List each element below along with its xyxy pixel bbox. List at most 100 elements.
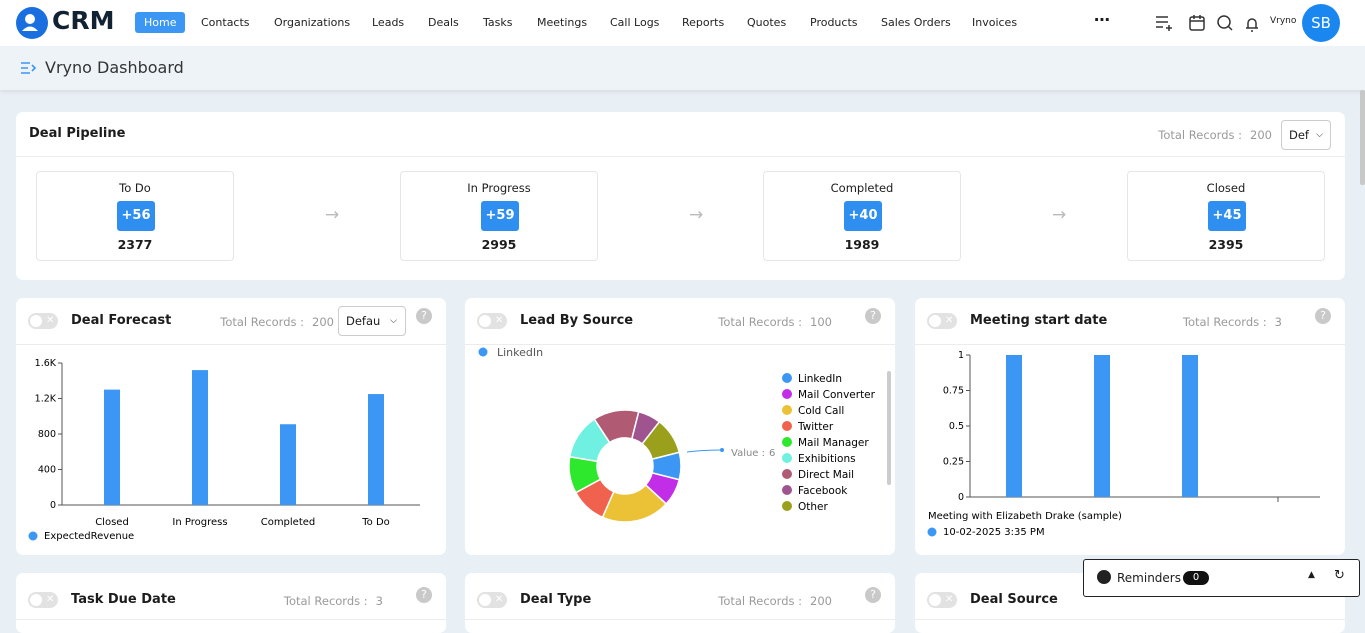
select[interactable]: Def ⌵ <box>1281 120 1331 150</box>
caret: ⌵ <box>390 316 397 326</box>
nav-item[interactable]: Tasks <box>483 16 513 29</box>
stage-box[interactable]: To Do +56 2377 <box>36 171 234 261</box>
nav-item[interactable]: Leads <box>372 16 405 29</box>
nav-item[interactable]: Sales Orders <box>881 16 951 29</box>
divider <box>16 156 1345 157</box>
select[interactable]: Defau ⌵ <box>338 306 406 336</box>
legend-label: Facebook <box>798 485 848 497</box>
stage-name: Closed <box>1206 181 1246 195</box>
stage-box[interactable]: Completed +40 1989 <box>763 171 961 261</box>
total-label: Total Records : <box>718 594 803 608</box>
legend-label: 10-02-2025 3:35 PM <box>943 527 1045 538</box>
nav-item[interactable]: Invoices <box>972 16 1018 29</box>
nav-item[interactable]: Deals <box>428 16 459 29</box>
stage-count: 2377 <box>117 237 153 252</box>
total-records: Total Records : 200 <box>718 594 832 608</box>
logo-icon <box>16 7 48 39</box>
divider <box>16 344 446 345</box>
x-tick-label: Completed <box>261 517 316 528</box>
help-icon[interactable]: ? <box>416 587 432 603</box>
card-title: Task Due Date <box>71 592 176 607</box>
card-title: Deal Source <box>970 592 1058 607</box>
stage-delta: +40 <box>844 201 882 231</box>
tooltip-line <box>686 449 723 453</box>
legend-swatch <box>28 531 38 541</box>
card-title: Deal Forecast <box>71 313 172 328</box>
reminders-label: Reminders <box>1117 571 1181 585</box>
card-title: Lead By Source <box>520 313 634 328</box>
nav-item[interactable]: Home <box>135 12 186 33</box>
help-icon[interactable]: ? <box>416 308 432 324</box>
card-title: Deal Type <box>520 592 592 607</box>
total-label: Total Records : <box>283 594 368 608</box>
tooltip-value: 6 <box>769 448 775 459</box>
nav-item[interactable]: Contacts <box>201 16 250 29</box>
help-icon[interactable]: ? <box>865 587 881 603</box>
legend-swatch <box>782 453 792 463</box>
toggle[interactable]: ✕ <box>927 592 957 608</box>
bar <box>1094 355 1110 497</box>
y-tick-label: 0.5 <box>949 421 964 432</box>
scrollbar[interactable] <box>1360 90 1365 185</box>
tooltip-dot <box>720 448 724 452</box>
nav-item[interactable]: Reports <box>682 16 725 29</box>
legend-scrollbar <box>887 371 891 485</box>
divider <box>915 344 1345 345</box>
reminders-bar[interactable]: Reminders 0 ▲ ↻ <box>1083 559 1360 597</box>
total-value: 100 <box>810 315 832 329</box>
total-records: Total Records : 100 <box>718 315 832 329</box>
help-icon[interactable]: ? <box>1315 308 1331 324</box>
total-label: Total Records : <box>718 315 803 329</box>
legend-label: Direct Mail <box>798 469 854 481</box>
stage-name: To Do <box>119 181 151 195</box>
toggle[interactable]: ✕ <box>477 313 507 329</box>
stage-box[interactable]: Closed +45 2395 <box>1127 171 1325 261</box>
x-tick-label: In Progress <box>172 517 227 528</box>
nav-item[interactable]: Products <box>810 16 858 29</box>
stage-count: 1989 <box>844 237 880 252</box>
donut-slice <box>641 420 681 461</box>
widget-card: ✕ Deal Type Total Records : 200? <box>465 573 895 633</box>
legend-label: Other <box>798 501 828 513</box>
avatar[interactable]: SB <box>1302 4 1340 42</box>
menu-icon[interactable] <box>20 60 38 76</box>
total-records: Total Records : 3 <box>284 594 383 608</box>
card-title: Meeting start date <box>970 313 1108 328</box>
toggle[interactable]: ✕ <box>477 592 507 608</box>
refresh-icon[interactable]: ↻ <box>1334 568 1345 583</box>
stage-count: 2995 <box>481 237 517 252</box>
bar <box>368 394 384 505</box>
legend-swatch <box>782 485 792 495</box>
total-label: Total Records : <box>1158 128 1243 142</box>
arrow: → <box>689 205 704 225</box>
bar <box>192 370 208 505</box>
nav-item[interactable]: Call Logs <box>610 16 660 29</box>
toggle[interactable]: ✕ <box>28 313 58 329</box>
stage-box[interactable]: In Progress +59 2995 <box>400 171 598 261</box>
total-records: Total Records : 200 <box>220 315 334 329</box>
legend-label: LinkedIn <box>798 373 842 385</box>
divider <box>465 619 895 620</box>
nav-item[interactable]: Organizations <box>274 16 351 29</box>
toggle[interactable]: ✕ <box>28 592 58 608</box>
nav-item[interactable]: Quotes <box>747 16 787 29</box>
user-name: Vryno <box>1270 16 1297 26</box>
legend-swatch <box>782 405 792 415</box>
total-label: Total Records : <box>1182 315 1267 329</box>
y-tick-label: 1.6K <box>35 358 57 369</box>
stage-delta: +45 <box>1208 201 1246 231</box>
legend-swatch <box>782 437 792 447</box>
x-tick-label: Closed <box>95 517 129 528</box>
more-menu[interactable]: ⋯ <box>1094 10 1110 29</box>
collapse-caret[interactable]: ▲ <box>1308 570 1315 580</box>
chart: LinkedIn Value : 6 LinkedIn Mail Converter Co… <box>478 346 891 523</box>
stage-name: Completed <box>830 181 894 195</box>
help-icon[interactable]: ? <box>865 308 881 324</box>
stage-name: In Progress <box>467 181 531 195</box>
y-tick-label: 0.25 <box>943 457 964 468</box>
toggle[interactable]: ✕ <box>927 313 957 329</box>
nav-item[interactable]: Meetings <box>537 16 588 29</box>
legend-label: Mail Manager <box>798 437 869 449</box>
y-tick-label: 1 <box>958 350 964 361</box>
x-tick-label: To Do <box>361 517 390 528</box>
